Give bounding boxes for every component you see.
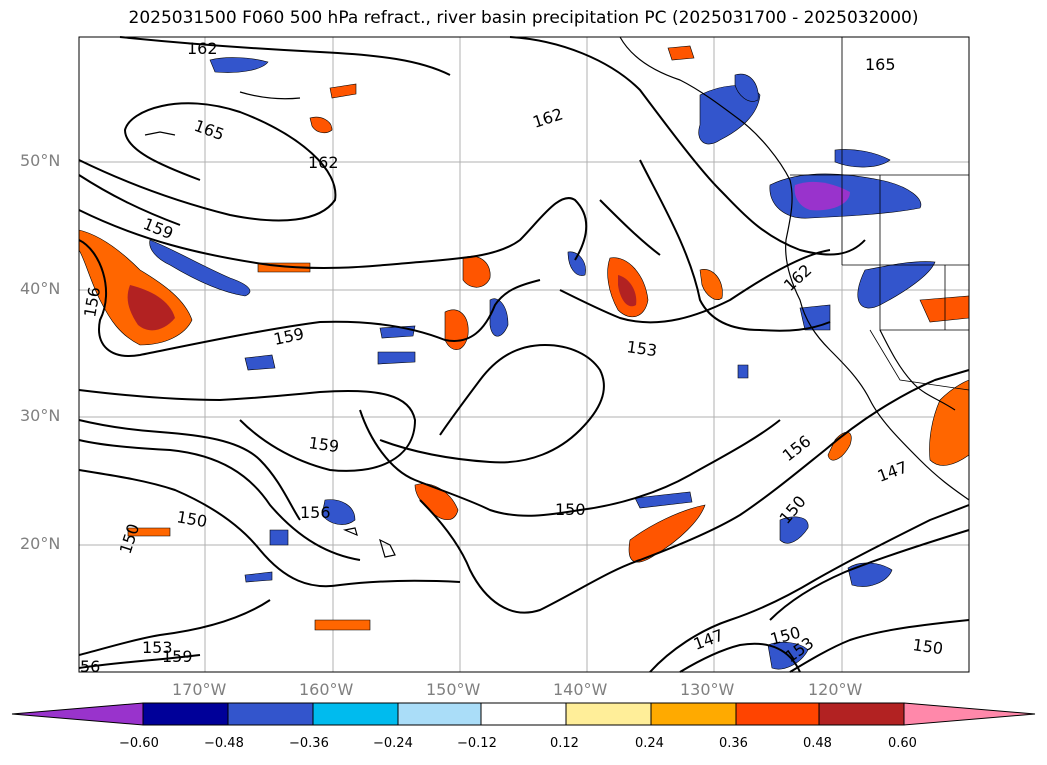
colorbar-tick: −0.48 bbox=[204, 736, 244, 751]
lon-label: 160°W bbox=[299, 680, 354, 699]
contour-label: 153 bbox=[142, 638, 173, 657]
contour-label: 156 bbox=[300, 503, 331, 522]
colorbar-bin bbox=[650, 702, 737, 726]
colorbar-bin bbox=[227, 702, 314, 726]
colorbar-bin bbox=[480, 702, 567, 726]
colorbar bbox=[11, 702, 1036, 726]
contour-label: 165 bbox=[865, 55, 896, 74]
contour-label: 56 bbox=[80, 657, 100, 676]
colorbar-tick: −0.36 bbox=[289, 736, 329, 751]
lon-label: 140°W bbox=[553, 680, 608, 699]
contour-label: 159 bbox=[307, 433, 340, 456]
lon-label: 170°W bbox=[172, 680, 227, 699]
lat-label: 30°N bbox=[20, 406, 61, 425]
colorbar-bin bbox=[397, 702, 482, 726]
colorbar-bin bbox=[565, 702, 652, 726]
colorbar-min-arrow bbox=[11, 702, 144, 726]
colorbar-tick: −0.12 bbox=[457, 736, 497, 751]
colorbar-tick: −0.60 bbox=[119, 736, 159, 751]
lon-label: 130°W bbox=[680, 680, 735, 699]
colorbar-max-arrow bbox=[903, 702, 1036, 726]
contour-label: 150 bbox=[911, 635, 944, 658]
borders bbox=[790, 37, 970, 391]
colorbar-bin bbox=[818, 702, 905, 726]
contour-label: 162 bbox=[187, 39, 218, 58]
colorbar-bin bbox=[312, 702, 399, 726]
precip-shading bbox=[78, 45, 970, 670]
contour-label: 162 bbox=[308, 153, 339, 172]
lat-label: 20°N bbox=[20, 534, 61, 553]
lon-label: 150°W bbox=[426, 680, 481, 699]
colorbar-tick: 0.24 bbox=[635, 736, 664, 751]
colorbar-tick: 0.36 bbox=[719, 736, 748, 751]
colorbar-tick: −0.24 bbox=[373, 736, 413, 751]
contour-label: 159 bbox=[162, 647, 193, 666]
contour-label: 150 bbox=[555, 500, 586, 519]
colorbar-bin bbox=[735, 702, 820, 726]
lat-label: 40°N bbox=[20, 279, 61, 298]
map-title: 2025031500 F060 500 hPa refract., river … bbox=[128, 8, 919, 28]
colorbar-tick: 0.60 bbox=[888, 736, 917, 751]
lat-label: 50°N bbox=[20, 151, 61, 170]
colorbar-tick: 0.12 bbox=[550, 736, 579, 751]
colorbar-tick: 0.48 bbox=[803, 736, 832, 751]
refractivity-contours bbox=[78, 36, 970, 673]
contour-label-group: 162 165 162 162 165 159 156 159 153 162 … bbox=[80, 39, 944, 676]
colorbar-bin bbox=[142, 702, 229, 726]
contour-label: 153 bbox=[625, 337, 658, 360]
lon-label: 120°W bbox=[808, 680, 863, 699]
